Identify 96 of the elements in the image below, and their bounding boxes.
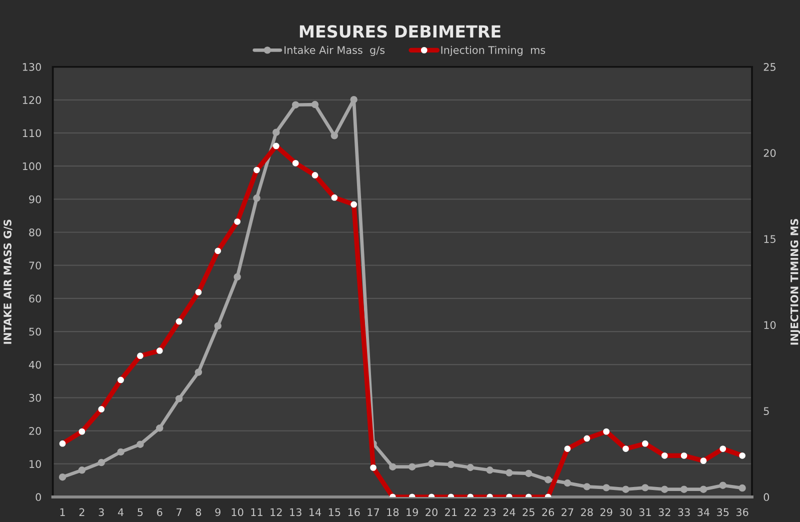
point	[486, 466, 494, 474]
y-tick-label: 10	[30, 460, 41, 468]
x-tick-label: 2	[79, 508, 84, 516]
point	[408, 463, 416, 470]
legend-label: Injection Timing ms	[441, 46, 546, 56]
x-tick-label: 16	[348, 508, 360, 516]
point	[292, 101, 300, 108]
point	[428, 460, 436, 468]
x-tick-label: 34	[698, 508, 710, 516]
x-tick-label: 10	[232, 508, 244, 516]
point	[525, 470, 532, 478]
y-tick-label: 0	[36, 493, 41, 502]
point	[136, 440, 144, 448]
point	[738, 484, 746, 492]
point	[389, 463, 396, 470]
x-tick-label: 7	[176, 508, 182, 516]
x-tick-label: 29	[600, 508, 612, 516]
x-tick-label: 35	[717, 508, 729, 516]
x-tick-label: 8	[196, 508, 202, 516]
y-tick-label: 120	[22, 96, 41, 104]
point	[700, 486, 708, 493]
x-tick-label: 3	[98, 508, 104, 516]
y-tick-label: 40	[28, 360, 41, 369]
point	[583, 483, 591, 490]
point	[272, 128, 280, 136]
y-tick-label: 30	[29, 394, 41, 402]
x-tick-label: 25	[522, 508, 534, 516]
x-tick-label: 27	[562, 508, 574, 516]
point	[719, 482, 726, 489]
x-tick-label: 30	[620, 508, 632, 516]
y-tick-label: 80	[29, 228, 41, 236]
x-tick-label: 5	[138, 508, 143, 516]
x-tick-label: 13	[290, 508, 302, 516]
point	[78, 466, 86, 474]
y-tick-label: 60	[29, 294, 41, 303]
point	[117, 448, 124, 456]
y2-tick-label: 15	[764, 235, 776, 243]
x-tick-label: 24	[503, 508, 516, 516]
point	[564, 479, 572, 487]
y2-tick-label: 10	[764, 321, 776, 329]
point	[350, 96, 358, 104]
y-tick-label: 70	[29, 262, 41, 270]
y2-axis-title: INJECTION TIMING MS	[790, 218, 800, 345]
y-tick-label: 100	[22, 162, 41, 170]
x-tick-label: 12	[270, 508, 282, 516]
x-tick-label: 15	[328, 508, 340, 516]
x-tick-label: 21	[445, 508, 457, 516]
point	[447, 460, 455, 468]
x-tick-label: 23	[484, 508, 496, 516]
x-tick-label: 9	[215, 508, 220, 516]
point	[506, 469, 513, 476]
x-tick-label: 20	[426, 508, 438, 516]
point	[660, 486, 668, 493]
y-axis-title: INTAKE AIR MASS G/S	[4, 220, 12, 344]
x-tick-label: 22	[464, 508, 476, 516]
x-tick-label: 32	[658, 508, 670, 516]
point	[642, 484, 649, 492]
point	[175, 395, 183, 402]
y-tick-label: 130	[22, 63, 41, 71]
x-tick-label: 11	[251, 508, 262, 516]
point	[544, 476, 552, 484]
x-tick-label: 33	[678, 508, 690, 516]
point	[98, 458, 105, 466]
x-tick-label: 14	[310, 508, 322, 516]
point	[680, 486, 688, 493]
x-tick-label: 36	[736, 508, 748, 516]
y-tick-label: 50	[29, 328, 41, 336]
y2-tick-label: 5	[764, 407, 769, 416]
chart-title: MESURES DEBIMETRE	[300, 25, 500, 38]
x-tick-label: 4	[118, 508, 124, 516]
y2-tick-label: 25	[764, 63, 776, 71]
y2-tick-label: 0	[764, 493, 770, 502]
point	[234, 273, 241, 281]
point	[194, 368, 202, 376]
x-tick-label: 6	[157, 508, 162, 516]
point	[622, 486, 630, 493]
y-tick-label: 110	[22, 129, 41, 138]
y-tick-label: 20	[29, 426, 41, 435]
x-tick-label: 17	[368, 508, 380, 516]
point	[214, 322, 222, 330]
y-tick-label: 90	[29, 195, 41, 204]
legend-label: Intake Air Mass g/s	[284, 46, 385, 56]
point	[311, 100, 319, 108]
x-tick-label: 19	[406, 508, 418, 516]
point	[58, 473, 66, 481]
x-tick-label: 18	[387, 508, 399, 516]
x-tick-label: 26	[542, 508, 554, 516]
point	[330, 132, 338, 140]
point	[602, 484, 610, 492]
point	[156, 424, 164, 432]
x-tick-label: 31	[639, 508, 651, 516]
y2-tick-label: 20	[764, 149, 776, 157]
point	[253, 194, 260, 202]
x-tick-label: 1	[60, 508, 65, 516]
x-tick-label: 28	[581, 508, 593, 516]
point	[466, 464, 474, 472]
